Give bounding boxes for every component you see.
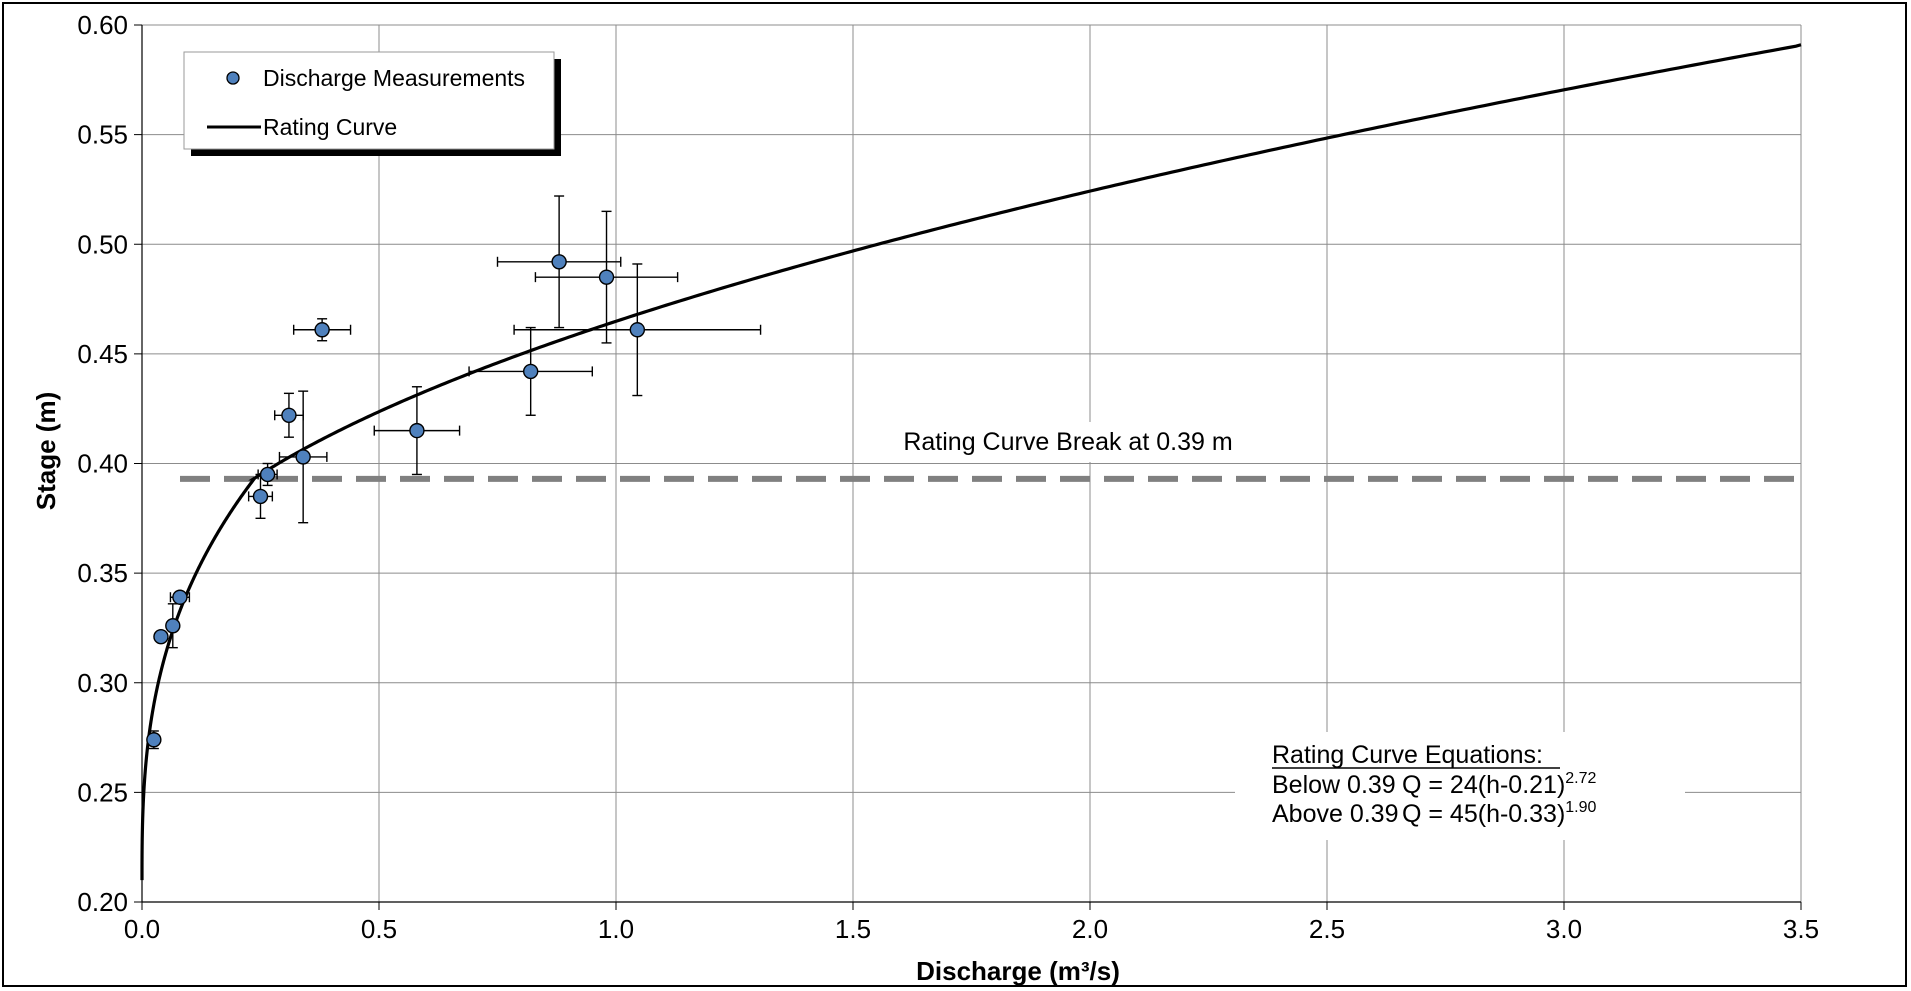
measurement-point <box>314 322 330 338</box>
y-tick-label: 0.60 <box>77 10 128 40</box>
equation-2-formula: Q = 45(h-0.33)1.90 <box>1402 799 1597 828</box>
y-tick-label: 0.30 <box>77 668 128 698</box>
legend-label-measurements: Discharge Measurements <box>263 65 525 91</box>
x-tick-label: 3.0 <box>1546 914 1582 944</box>
legend-marker-measurements <box>226 71 240 85</box>
equation-2-base: Q = 45(h-0.33) <box>1402 800 1565 828</box>
measurement-point <box>629 322 646 338</box>
axes: 0.0 0.5 1.0 1.5 2.0 2.5 3.0 3.5 0.20 0.25 0.30 0.35… <box>77 10 1819 944</box>
measurement-point <box>172 589 188 605</box>
rating-curve-line <box>140 43 1802 881</box>
x-tick-label: 0.5 <box>361 914 397 944</box>
legend: Discharge Measurements Rating Curve <box>183 51 561 156</box>
x-tick-label: 3.5 <box>1783 914 1819 944</box>
x-tick-label: 2.0 <box>1072 914 1108 944</box>
rating-curve-group <box>140 43 1802 881</box>
y-tick-label: 0.55 <box>77 120 128 150</box>
x-tick-label: 0.0 <box>124 914 160 944</box>
x-tick-label: 2.5 <box>1309 914 1345 944</box>
measurement-point <box>598 269 615 285</box>
y-axis-title: Stage (m) <box>31 392 61 510</box>
y-tick-label: 0.40 <box>77 449 128 479</box>
y-tick-label: 0.45 <box>77 339 128 369</box>
measurement-point <box>153 629 169 645</box>
x-axis-title: Discharge (m³/s) <box>916 956 1120 986</box>
measurement-point <box>146 732 162 748</box>
legend-box <box>183 51 555 150</box>
measurement-point <box>281 407 297 423</box>
measurement-points-group <box>146 195 762 750</box>
measurement-point <box>295 449 311 465</box>
measurement-point <box>165 618 181 634</box>
y-tick-label: 0.50 <box>77 229 128 259</box>
equation-2-exponent: 1.90 <box>1565 799 1596 816</box>
legend-label-rating-curve: Rating Curve <box>263 114 397 140</box>
y-tick-label: 0.20 <box>77 887 128 917</box>
measurement-point <box>551 254 567 270</box>
equations-title: Rating Curve Equations: <box>1272 741 1543 769</box>
measurement-point <box>409 422 425 439</box>
x-tick-label: 1.5 <box>835 914 871 944</box>
equation-1-base: Q = 24(h-0.21) <box>1402 771 1565 799</box>
equation-1-formula: Q = 24(h-0.21)2.72 <box>1402 770 1597 799</box>
y-tick-label: 0.25 <box>77 777 128 807</box>
measurement-point <box>259 466 276 483</box>
measurement-point <box>522 363 539 380</box>
equation-2-range: Above 0.39 <box>1272 800 1399 828</box>
equations-box-background <box>1235 732 1685 840</box>
x-tick-label: 1.0 <box>598 914 634 944</box>
break-label: Rating Curve Break at 0.39 m <box>903 428 1232 456</box>
break-label-background <box>873 422 1281 462</box>
equation-1-exponent: 2.72 <box>1565 770 1596 787</box>
equation-1-range: Below 0.39 <box>1272 771 1396 799</box>
measurement-point <box>252 488 269 505</box>
y-tick-label: 0.35 <box>77 558 128 588</box>
